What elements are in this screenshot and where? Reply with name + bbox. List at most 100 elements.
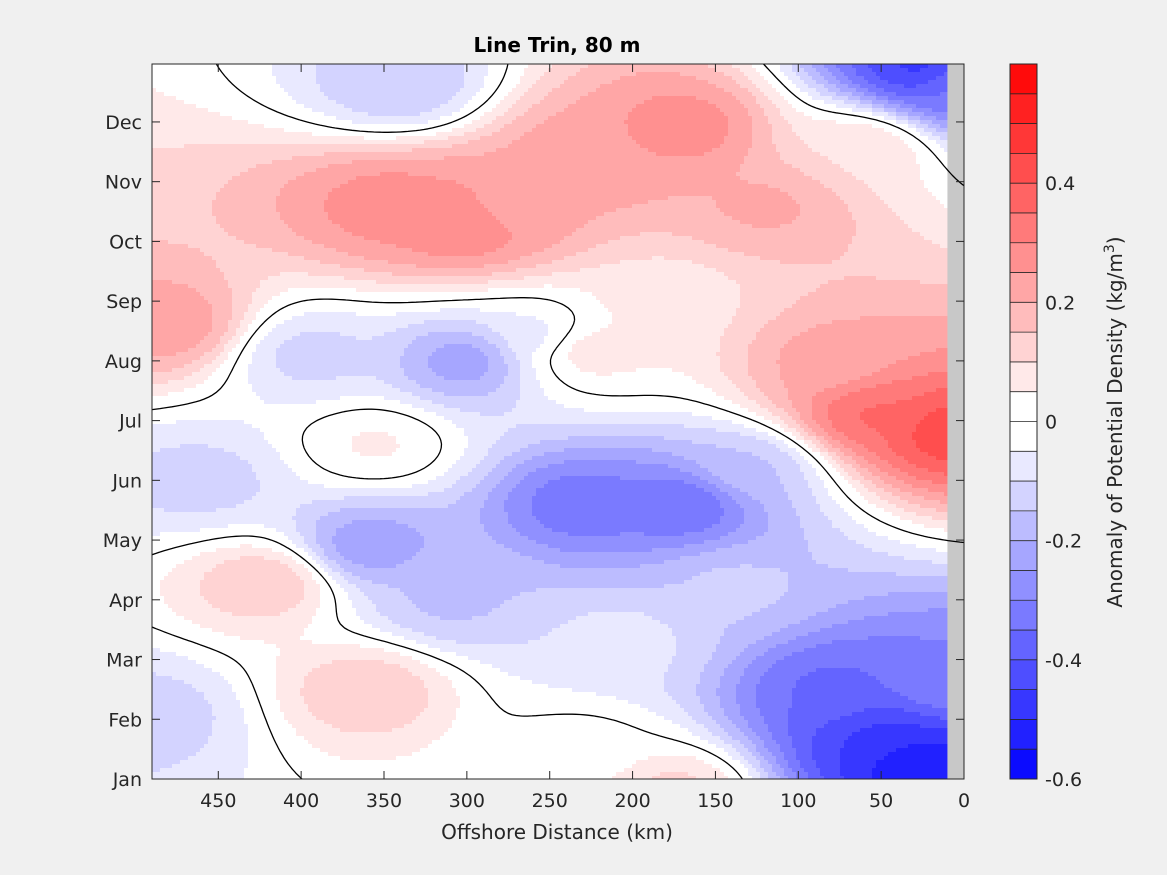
- contour-cell: [512, 88, 529, 93]
- contour-cell: [260, 484, 325, 489]
- contour-cell: [876, 464, 893, 469]
- contour-cell: [852, 216, 901, 221]
- contour-cell: [500, 332, 549, 337]
- colorbar-swatch: [1010, 689, 1037, 720]
- contour-cell: [372, 636, 405, 641]
- contour-cell: [788, 496, 817, 501]
- contour-cell: [152, 132, 313, 137]
- contour-cell: [780, 312, 964, 317]
- contour-cell: [272, 72, 317, 77]
- contour-cell: [820, 628, 964, 633]
- contour-cell: [632, 136, 725, 141]
- contour-cell: [316, 580, 329, 585]
- contour-cell: [868, 460, 889, 465]
- contour-cell: [436, 372, 485, 377]
- contour-cell: [712, 752, 729, 757]
- contour-cell: [664, 436, 757, 441]
- contour-cell: [836, 452, 845, 457]
- contour-cell: [820, 284, 953, 289]
- contour-cell: [152, 256, 213, 261]
- contour-cell: [316, 80, 465, 85]
- contour-cell: [712, 652, 741, 657]
- contour-cell: [744, 508, 765, 513]
- contour-cell: [928, 64, 957, 69]
- contour-cell: [304, 540, 317, 545]
- contour-cell: [784, 308, 964, 313]
- contour-cell: [840, 768, 873, 773]
- contour-cell: [756, 688, 793, 693]
- contour-cell: [740, 220, 793, 225]
- contour-cell: [152, 412, 337, 417]
- contour-cell: [436, 176, 741, 181]
- contour-cell: [756, 428, 777, 433]
- contour-cell: [340, 224, 505, 229]
- contour-cell: [152, 236, 237, 241]
- contour-cell: [728, 116, 753, 121]
- contour-cell: [508, 260, 553, 265]
- contour-cell: [356, 336, 373, 341]
- contour-cell: [536, 80, 565, 85]
- contour-cell: [188, 656, 233, 661]
- contour-cell: [768, 604, 837, 609]
- contour-cell: [880, 496, 901, 501]
- contour-cell: [540, 380, 565, 385]
- contour-cell: [212, 312, 233, 317]
- contour-cell: [188, 756, 249, 761]
- contour-cell: [740, 176, 813, 181]
- contour-cell: [248, 728, 269, 733]
- contour-cell: [152, 652, 177, 657]
- contour-cell: [788, 640, 833, 645]
- contour-cell: [832, 424, 869, 429]
- contour-cell: [904, 140, 921, 145]
- contour-cell: [440, 444, 469, 449]
- contour-cell: [628, 128, 729, 133]
- contour-cell: [760, 404, 777, 409]
- contour-cell: [200, 588, 305, 593]
- contour-cell: [920, 120, 933, 125]
- contour-cell: [416, 552, 521, 557]
- contour-cell: [248, 760, 289, 765]
- contour-cell: [868, 500, 889, 505]
- contour-cell: [412, 472, 445, 477]
- contour-cell: [888, 96, 964, 101]
- contour-cell: [800, 412, 813, 417]
- contour-cell: [308, 452, 361, 457]
- contour-cell: [816, 324, 964, 329]
- contour-cell: [352, 436, 397, 441]
- contour-cell: [256, 476, 301, 481]
- contour-cell: [724, 740, 741, 745]
- contour-cell: [496, 116, 517, 121]
- contour-cell: [708, 660, 733, 665]
- contour-cell: [792, 500, 817, 505]
- contour-cell: [916, 424, 964, 429]
- contour-cell: [152, 584, 161, 589]
- contour-cell: [860, 480, 873, 485]
- contour-cell: [740, 168, 801, 173]
- contour-cell: [312, 132, 437, 137]
- y-tick-label: Mar: [106, 650, 142, 672]
- contour-cell: [152, 664, 205, 669]
- contour-cell: [788, 624, 833, 629]
- contour-cell: [872, 372, 929, 377]
- contour-cell: [240, 456, 281, 461]
- contour-cell: [360, 576, 693, 581]
- contour-cell: [424, 708, 457, 713]
- contour-cell: [328, 96, 453, 101]
- contour-cell: [152, 384, 197, 389]
- contour-cell: [432, 108, 461, 113]
- contour-cell: [852, 108, 873, 113]
- contour-cell: [876, 760, 964, 765]
- contour-cell: [488, 472, 509, 477]
- contour-cell: [500, 604, 769, 609]
- contour-cell: [304, 548, 313, 553]
- contour-cell: [484, 152, 657, 157]
- contour-cell: [916, 160, 941, 165]
- contour-cell: [916, 700, 964, 705]
- contour-cell: [264, 320, 285, 325]
- contour-cell: [816, 472, 829, 477]
- contour-cell: [876, 276, 964, 281]
- contour-cell: [232, 368, 249, 373]
- contour-cell: [428, 364, 489, 369]
- contour-cell: [152, 608, 173, 613]
- contour-cell: [336, 248, 413, 253]
